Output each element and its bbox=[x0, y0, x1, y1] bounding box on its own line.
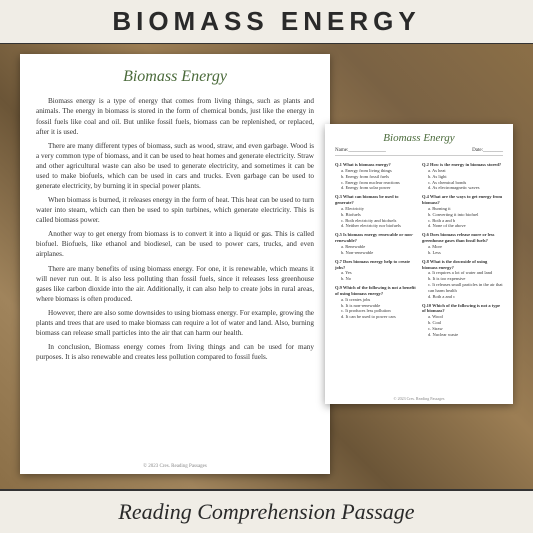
question-header: Q.7 Does biomass energy help to create j… bbox=[335, 259, 416, 271]
passage-paragraph: There are many benefits of using biomass… bbox=[36, 264, 314, 304]
passage-paragraph: However, there are also some downsides t… bbox=[36, 308, 314, 338]
question-number: Q.5 bbox=[335, 232, 343, 237]
question-number: Q.4 bbox=[422, 194, 430, 199]
passage-page: Biomass Energy Biomass energy is a type … bbox=[20, 54, 330, 474]
question-number: Q.2 bbox=[422, 162, 430, 167]
answer-option: d. Nuclear waste bbox=[422, 332, 503, 338]
question-number: Q.1 bbox=[335, 162, 343, 167]
question-text: What can biomass be used to generate? bbox=[335, 194, 399, 205]
answer-option: b. Less bbox=[422, 250, 503, 256]
quiz-question: Q.10 Which of the following is not a typ… bbox=[422, 303, 503, 338]
quiz-col-right: Q.2 How is the energy in biomass stored?… bbox=[422, 162, 503, 341]
question-text: What is biomass energy? bbox=[343, 162, 391, 167]
question-header: Q.4 What are the ways to get energy from… bbox=[422, 194, 503, 206]
quiz-question: Q.9 Which of the following is not a bene… bbox=[335, 285, 416, 320]
question-text: Is biomass energy renewable or non-renew… bbox=[335, 232, 413, 243]
passage-paragraph: Biomass energy is a type of energy that … bbox=[36, 96, 314, 136]
footer-band: Reading Comprehension Passage bbox=[0, 489, 533, 533]
passage-paragraph: There are many different types of biomas… bbox=[36, 141, 314, 191]
quiz-page: Biomass Energy Name:_______________ Date… bbox=[325, 124, 513, 404]
name-field-label: Name:_______________ bbox=[335, 148, 386, 153]
quiz-columns: Q.1 What is biomass energy?a. Energy fro… bbox=[335, 162, 503, 341]
main-title: BIOMASS ENERGY bbox=[0, 6, 533, 37]
question-header: Q.8 What is the downside of using biomas… bbox=[422, 259, 503, 271]
question-header: Q.5 Is biomass energy renewable or non-r… bbox=[335, 232, 416, 244]
quiz-copyright: © 2023 Cres. Reading Passages bbox=[325, 396, 513, 401]
quiz-question: Q.4 What are the ways to get energy from… bbox=[422, 194, 503, 229]
quiz-meta: Name:_______________ Date:________ bbox=[335, 148, 503, 156]
question-number: Q.8 bbox=[422, 259, 430, 264]
answer-option: d. It can be used to power cars bbox=[335, 314, 416, 320]
content-background: Biomass Energy Biomass energy is a type … bbox=[0, 44, 533, 489]
question-text: Does biomass release more or less greenh… bbox=[422, 232, 494, 243]
passage-paragraph: Another way to get energy from biomass i… bbox=[36, 229, 314, 259]
question-text: Which of the following is not a benefit … bbox=[335, 285, 416, 296]
question-header: Q.3 What can biomass be used to generate… bbox=[335, 194, 416, 206]
question-text: What is the downside of using biomass en… bbox=[422, 259, 487, 270]
answer-option: d. Neither electricity nor biofuels bbox=[335, 223, 416, 229]
passage-title: Biomass Energy bbox=[36, 66, 314, 88]
answer-option: d. As electromagnetic waves bbox=[422, 185, 503, 191]
quiz-question: Q.3 What can biomass be used to generate… bbox=[335, 194, 416, 229]
quiz-question: Q.2 How is the energy in biomass stored?… bbox=[422, 162, 503, 191]
question-number: Q.10 bbox=[422, 303, 432, 308]
passage-paragraph: In conclusion, Biomass energy comes from… bbox=[36, 342, 314, 362]
question-text: What are the ways to get energy from bio… bbox=[422, 194, 502, 205]
quiz-question: Q.8 What is the downside of using biomas… bbox=[422, 259, 503, 300]
question-header: Q.10 Which of the following is not a typ… bbox=[422, 303, 503, 315]
question-number: Q.7 bbox=[335, 259, 343, 264]
passage-body: Biomass energy is a type of energy that … bbox=[36, 96, 314, 362]
question-text: Does biomass energy help to create jobs? bbox=[335, 259, 410, 270]
header-band: BIOMASS ENERGY bbox=[0, 0, 533, 45]
question-number: Q.6 bbox=[422, 232, 430, 237]
question-text: How is the energy in biomass stored? bbox=[430, 162, 501, 167]
date-field-label: Date:________ bbox=[472, 148, 503, 153]
answer-option: b. No bbox=[335, 276, 416, 282]
quiz-question: Q.7 Does biomass energy help to create j… bbox=[335, 259, 416, 282]
quiz-question: Q.6 Does biomass release more or less gr… bbox=[422, 232, 503, 255]
quiz-question: Q.5 Is biomass energy renewable or non-r… bbox=[335, 232, 416, 255]
answer-option: b. Non-renewable bbox=[335, 250, 416, 256]
question-number: Q.9 bbox=[335, 285, 343, 290]
question-header: Q.2 How is the energy in biomass stored? bbox=[422, 162, 503, 168]
question-text: Which of the following is not a type of … bbox=[422, 303, 500, 314]
question-number: Q.3 bbox=[335, 194, 343, 199]
answer-option: d. Energy from solar power bbox=[335, 185, 416, 191]
quiz-question: Q.1 What is biomass energy?a. Energy fro… bbox=[335, 162, 416, 191]
passage-paragraph: When biomass is burned, it releases ener… bbox=[36, 195, 314, 225]
answer-option: d. None of the above bbox=[422, 223, 503, 229]
quiz-title: Biomass Energy bbox=[335, 132, 503, 144]
answer-option: c. It releases small particles in the ai… bbox=[422, 282, 503, 294]
footer-title: Reading Comprehension Passage bbox=[0, 499, 533, 525]
passage-copyright: © 2023 Cres. Reading Passages bbox=[20, 463, 330, 470]
question-header: Q.9 Which of the following is not a bene… bbox=[335, 285, 416, 297]
question-header: Q.6 Does biomass release more or less gr… bbox=[422, 232, 503, 244]
answer-option: d. Both a and c bbox=[422, 294, 503, 300]
quiz-col-left: Q.1 What is biomass energy?a. Energy fro… bbox=[335, 162, 416, 341]
